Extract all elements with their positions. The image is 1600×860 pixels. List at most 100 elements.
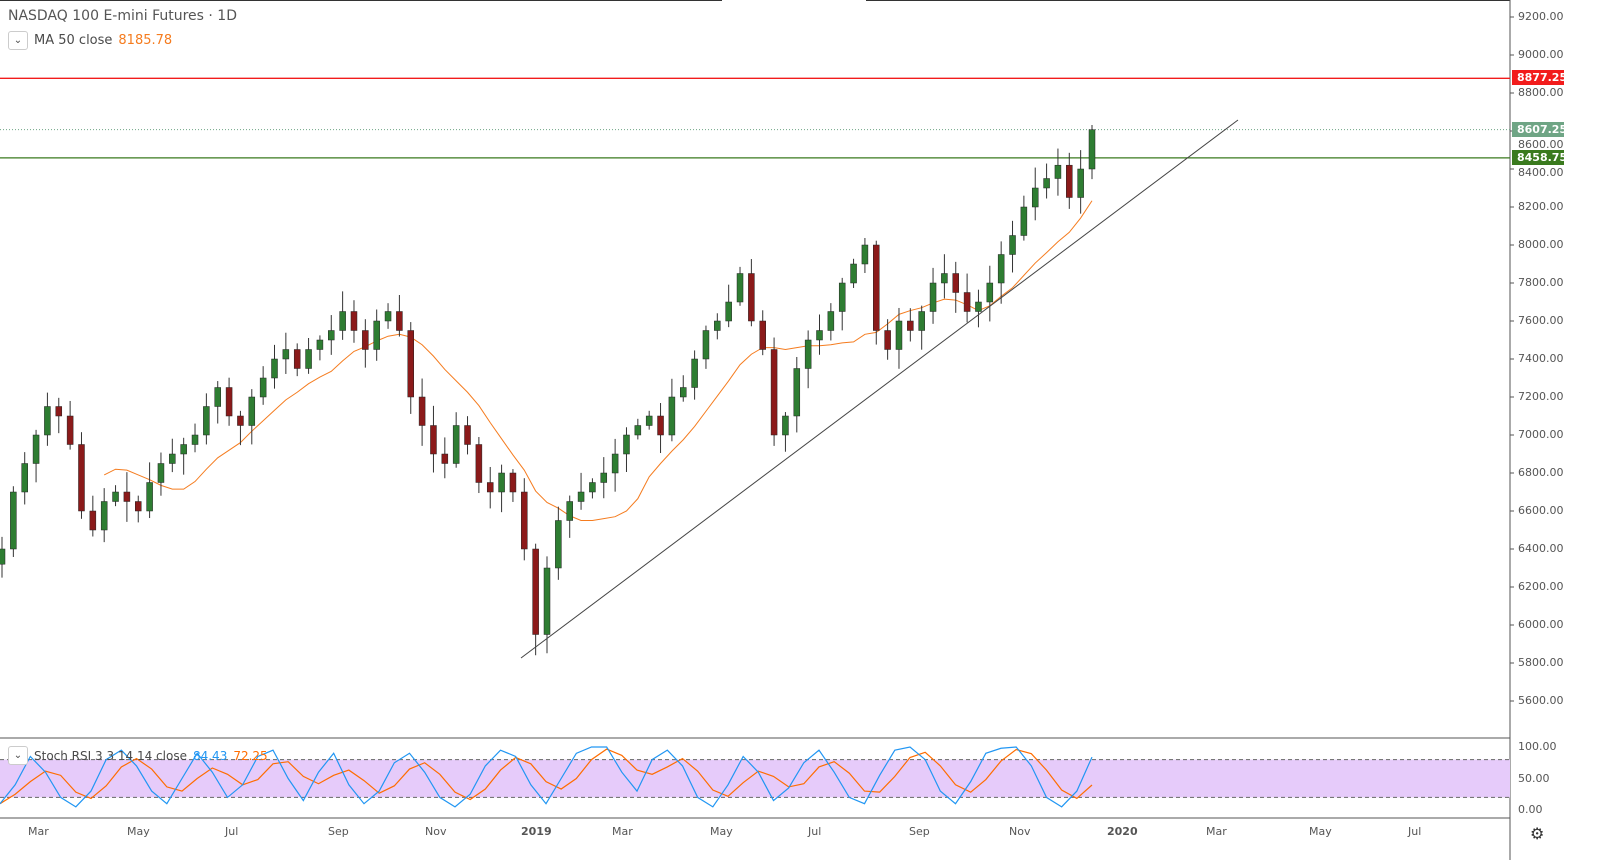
candle	[316, 339, 324, 350]
candle	[1020, 206, 1028, 236]
price-axis-label: 8800.00	[1518, 86, 1564, 99]
candle	[407, 330, 414, 398]
chevron-down-icon[interactable]: ⌄	[8, 31, 28, 50]
price-axis-label: 9000.00	[1518, 48, 1564, 61]
candle	[78, 444, 85, 512]
candle	[293, 349, 301, 369]
candle	[918, 311, 925, 331]
candle	[89, 510, 97, 531]
price-axis-label: 6800.00	[1518, 466, 1564, 479]
candle	[146, 482, 153, 512]
stoch-band	[0, 759, 1510, 798]
candle	[850, 263, 857, 284]
candle	[611, 453, 619, 474]
candle	[509, 472, 517, 493]
candle	[725, 301, 732, 322]
candle	[452, 425, 460, 464]
candle	[1031, 187, 1039, 208]
candle	[986, 282, 994, 303]
price-axis-label: 5800.00	[1518, 656, 1564, 669]
candle	[1077, 168, 1084, 198]
time-axis-label: May	[1309, 825, 1332, 838]
candle	[498, 472, 505, 493]
candle	[169, 453, 176, 464]
chevron-down-icon[interactable]: ⌄	[8, 746, 28, 765]
candle	[873, 244, 880, 331]
price-axis-label: 6200.00	[1518, 580, 1564, 593]
candle	[10, 491, 17, 550]
candle	[748, 273, 755, 322]
candle	[577, 491, 585, 502]
candle	[157, 463, 165, 483]
candle	[191, 434, 199, 445]
candle	[668, 396, 676, 436]
time-axis-label: May	[127, 825, 150, 838]
support-price-tag: 8458.75	[1512, 150, 1567, 165]
ma-value: 8185.78	[118, 33, 173, 48]
candle	[430, 425, 437, 455]
price-axis-label: 7200.00	[1518, 390, 1564, 403]
time-axis-label: Sep	[328, 825, 349, 838]
price-axis-label: 6000.00	[1518, 618, 1564, 631]
candle	[464, 425, 471, 445]
candle	[680, 387, 687, 398]
candle	[1043, 178, 1050, 189]
ma-label: MA 50 close	[34, 33, 113, 48]
candle	[32, 434, 40, 464]
candle	[305, 349, 312, 369]
candle	[486, 482, 494, 493]
price-axis-label: 8600.00	[1518, 138, 1564, 151]
settings-gear-icon[interactable]: ⚙	[1530, 824, 1545, 843]
stoch-label: Stoch RSI 3 3 14 14 close	[34, 748, 187, 763]
price-axis-label: 8200.00	[1518, 200, 1564, 213]
candle	[0, 548, 6, 565]
candle	[895, 320, 903, 350]
candle	[532, 548, 539, 635]
candle	[952, 273, 959, 293]
candle	[373, 320, 380, 350]
price-axis-label: 5600.00	[1518, 694, 1564, 707]
time-axis-label: Jul	[808, 825, 822, 838]
symbol-title: NASDAQ 100 E-mini Futures · 1D	[8, 8, 237, 24]
stoch-d-value: 72.25	[233, 748, 268, 763]
price-axis-label: 7800.00	[1518, 276, 1564, 289]
candle	[475, 444, 483, 483]
candle	[714, 320, 721, 331]
price-axis-label: 7400.00	[1518, 352, 1564, 365]
candle	[884, 330, 891, 350]
candle	[827, 311, 835, 331]
candle	[645, 415, 653, 426]
time-axis-label: Jul	[225, 825, 239, 838]
ma-legend: ⌄ MA 50 close 8185.78	[8, 31, 172, 50]
candle	[225, 387, 233, 417]
candle	[248, 396, 256, 426]
candle	[66, 415, 74, 445]
resistance-price-tag: 8877.25	[1512, 70, 1567, 85]
candle	[963, 292, 971, 312]
candle	[555, 520, 562, 569]
candle	[112, 491, 119, 502]
candle	[589, 482, 596, 493]
top-border	[0, 0, 722, 1]
candle	[203, 406, 210, 436]
candle	[1009, 235, 1016, 255]
candle	[237, 415, 244, 426]
candle	[702, 330, 710, 360]
stoch-axis-label: 0.00	[1518, 803, 1543, 816]
candle	[1066, 164, 1073, 198]
candle	[975, 301, 982, 312]
ma-50-line	[103, 200, 1093, 521]
candle	[418, 396, 426, 426]
candle	[691, 358, 698, 388]
price-axis-label: 7600.00	[1518, 314, 1564, 327]
candle	[929, 282, 937, 312]
stoch-d-line	[0, 748, 1093, 805]
candle	[736, 273, 744, 303]
candle	[259, 377, 267, 398]
candle	[214, 387, 221, 407]
price-axis-label: 7000.00	[1518, 428, 1564, 441]
candle	[55, 406, 63, 417]
candle	[600, 472, 608, 483]
candle	[770, 349, 778, 436]
